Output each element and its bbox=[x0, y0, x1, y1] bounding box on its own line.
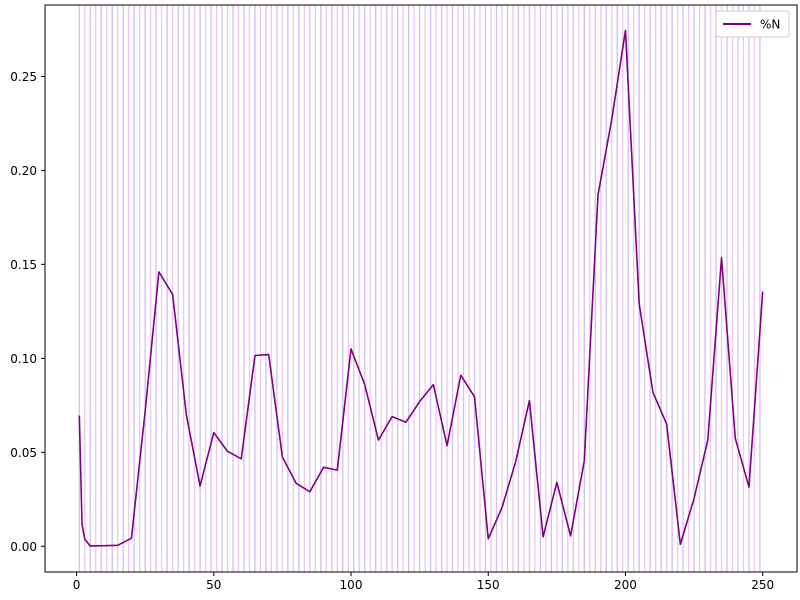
axes-frame bbox=[44, 4, 798, 573]
x-tick-label: 250 bbox=[751, 578, 774, 592]
y-tick-label: 0.25 bbox=[10, 70, 37, 84]
background-bands bbox=[78, 5, 761, 572]
x-axis: 0 50 100 150 200 250 bbox=[73, 572, 774, 592]
y-tick-label: 0.20 bbox=[10, 164, 37, 178]
x-tick-label: 100 bbox=[340, 578, 363, 592]
legend: %N bbox=[715, 10, 790, 38]
x-tick-label: 150 bbox=[477, 578, 500, 592]
y-tick-label: 0.10 bbox=[10, 352, 37, 366]
x-tick-label: 50 bbox=[206, 578, 221, 592]
series-line-0 bbox=[78, 29, 764, 547]
legend-box bbox=[715, 10, 790, 38]
x-tick-label: 200 bbox=[614, 578, 637, 592]
y-axis: 0.00 0.05 0.10 0.15 0.20 0.25 bbox=[10, 70, 45, 554]
x-tick-label: 0 bbox=[73, 578, 81, 592]
y-tick-label: 0.05 bbox=[10, 446, 37, 460]
y-tick-label: 0.00 bbox=[10, 540, 37, 554]
legend-label: %N bbox=[760, 18, 780, 32]
y-tick-label: 0.15 bbox=[10, 258, 37, 272]
series-lines bbox=[78, 29, 764, 547]
